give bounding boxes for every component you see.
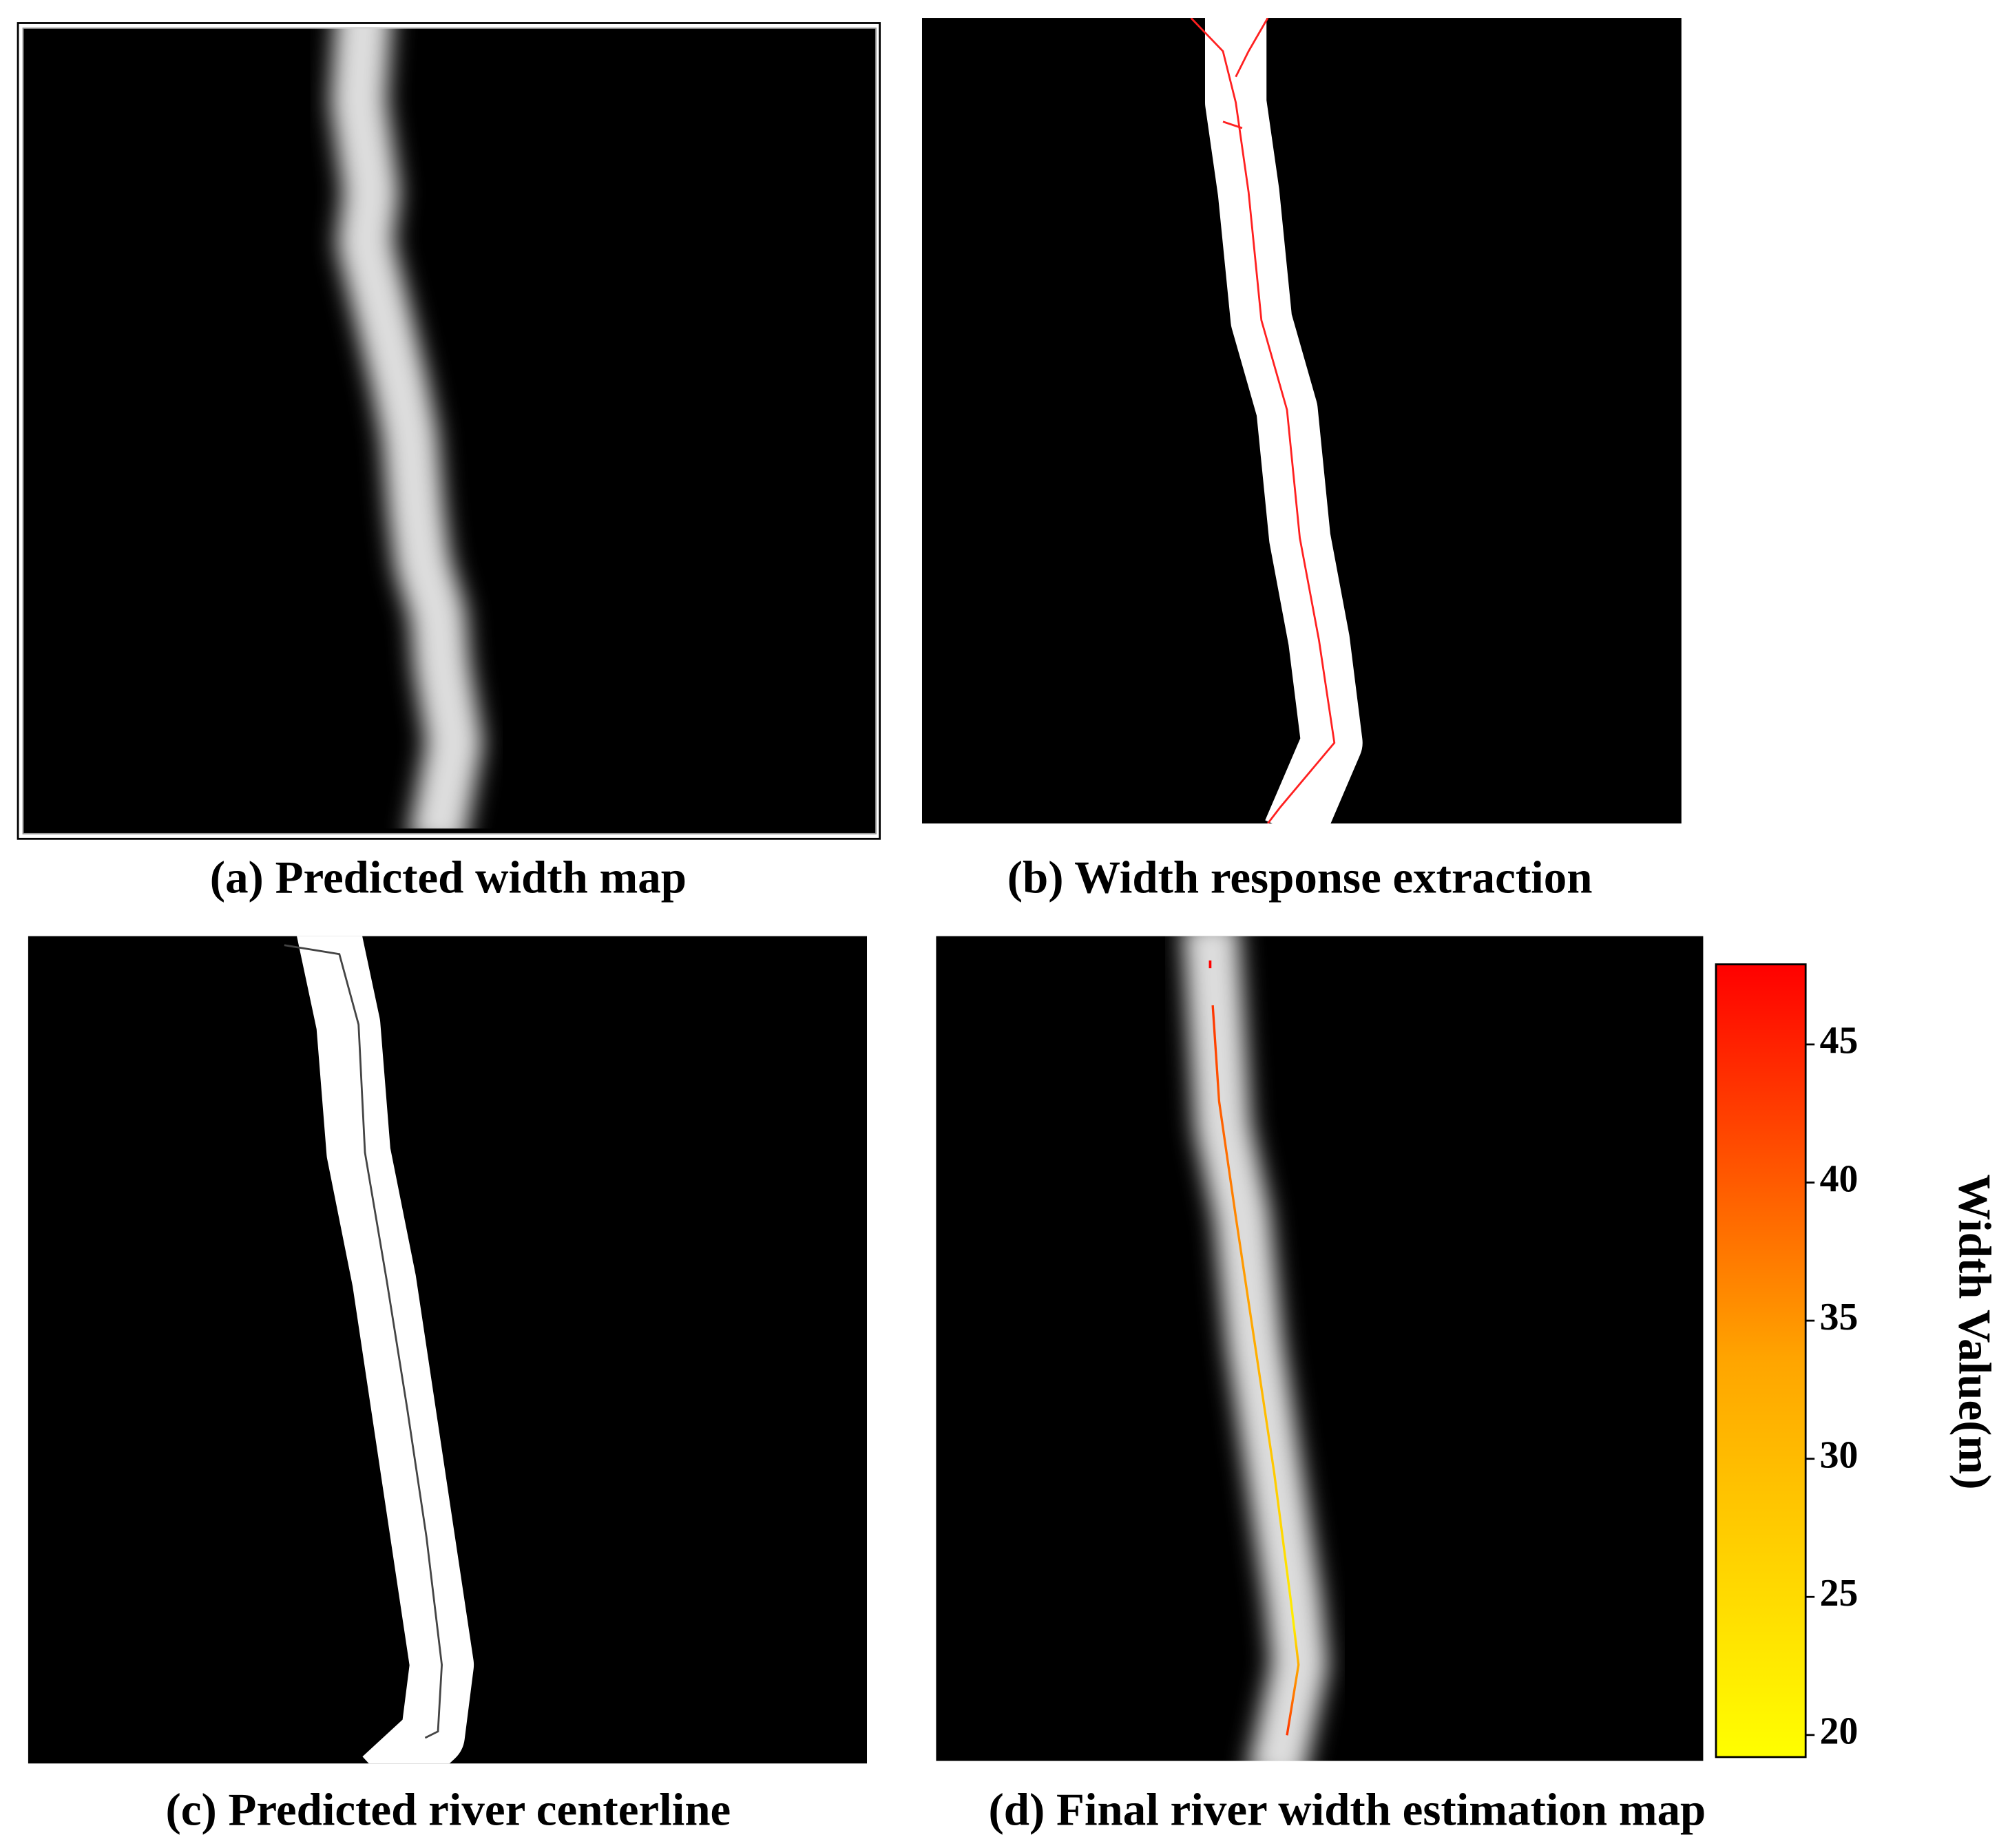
tick-label: 25 bbox=[1820, 1572, 1859, 1615]
tick-label: 20 bbox=[1820, 1710, 1859, 1753]
tick-label: 40 bbox=[1820, 1157, 1859, 1200]
colorbar-label: Width Value(m) bbox=[1949, 1174, 1999, 1489]
panel-d: (d) Final river width estimation map bbox=[936, 936, 1706, 1836]
panel-b: (b) Width response extraction bbox=[921, 18, 1682, 903]
colorbar: Width Value(m) 20 25 30 35 40 45 bbox=[1715, 963, 1999, 1758]
colorbar-gradient bbox=[1715, 963, 1807, 1758]
panel-a: (a) Predicted width map bbox=[17, 22, 881, 903]
caption: (d) Final river width estimation map bbox=[989, 1785, 1706, 1836]
panel-c: (c) Predicted river centerline bbox=[28, 936, 868, 1836]
tick-label: 35 bbox=[1820, 1296, 1859, 1338]
tick-label: 45 bbox=[1820, 1020, 1859, 1062]
tick-label: 30 bbox=[1820, 1434, 1859, 1476]
caption: (c) Predicted river centerline bbox=[166, 1785, 731, 1836]
caption: (b) Width response extraction bbox=[1007, 852, 1593, 903]
caption: (a) Predicted width map bbox=[210, 852, 687, 903]
